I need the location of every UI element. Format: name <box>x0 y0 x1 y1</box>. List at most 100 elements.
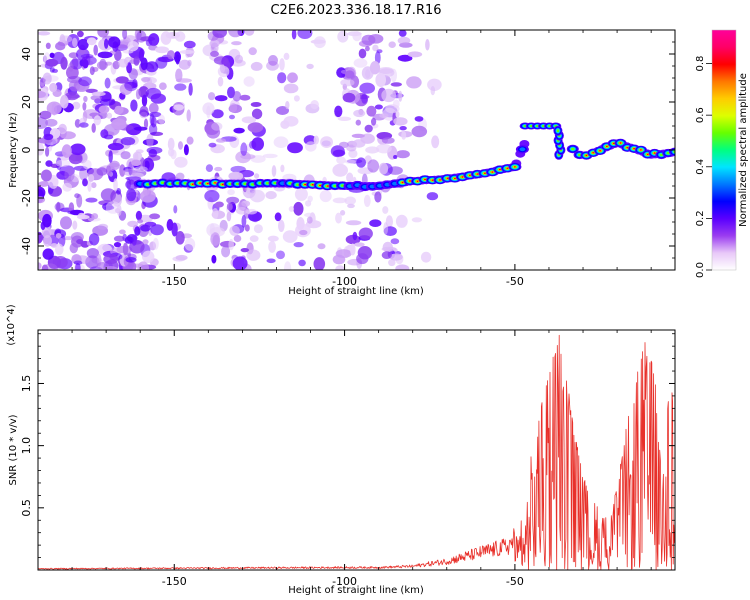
noise-blob <box>148 123 158 136</box>
noise-blob <box>420 251 432 263</box>
noise-blob <box>127 41 139 52</box>
bottom-y-multiplier: (x10^4) <box>6 304 17 345</box>
noise-blob <box>395 264 410 270</box>
noise-blob <box>72 37 78 48</box>
noise-blob <box>427 78 442 92</box>
noise-blob <box>91 123 96 133</box>
noise-blob <box>67 210 82 215</box>
ridge-blob <box>401 181 404 184</box>
noise-blob <box>171 222 178 237</box>
noise-blob <box>59 35 73 43</box>
noise-blob <box>179 50 195 54</box>
noise-blob <box>100 129 109 139</box>
colorbar-ticks: 0.0 0.2 0.4 0.6 0.8 <box>695 56 712 278</box>
noise-blob <box>401 131 407 140</box>
noise-blob <box>378 162 389 175</box>
noise-blob <box>288 206 295 212</box>
noise-blob <box>82 178 88 187</box>
noise-blob <box>243 76 255 87</box>
noise-blob <box>86 37 97 46</box>
noise-blob <box>120 151 131 160</box>
noise-blob <box>228 238 234 251</box>
colorbar-tick-label: 0.8 <box>695 56 706 72</box>
noise-blob <box>122 30 128 40</box>
noise-blob <box>235 207 249 215</box>
noise-blob <box>55 42 66 51</box>
noise-blob <box>390 238 400 245</box>
noise-blob <box>268 240 276 253</box>
ridge-blob <box>519 147 526 152</box>
ridge-blob <box>513 166 516 168</box>
spectrogram-ridge <box>133 122 675 192</box>
noise-blob <box>220 64 225 74</box>
noise-blob <box>346 172 354 183</box>
noise-blob <box>262 153 278 159</box>
noise-blob <box>188 82 193 96</box>
noise-blob <box>342 92 356 103</box>
noise-blob <box>249 235 259 243</box>
noise-blob <box>134 226 141 236</box>
noise-blob <box>367 159 380 173</box>
noise-blob <box>227 189 235 196</box>
noise-blob <box>344 70 355 79</box>
noise-blob <box>374 51 381 65</box>
noise-blob <box>145 61 159 73</box>
spectrogram-panel: -150 -100 -50 -40 -20 0 20 40 Height of straig… <box>8 29 676 297</box>
noise-blob <box>124 236 134 244</box>
noise-blob <box>338 141 349 149</box>
noise-blob <box>115 188 122 195</box>
noise-blob <box>41 264 49 270</box>
noise-blob <box>287 72 298 83</box>
noise-blob <box>214 166 223 172</box>
noise-blob <box>226 196 240 205</box>
noise-blob <box>175 231 185 245</box>
noise-blob <box>122 242 129 256</box>
noise-blob <box>298 259 306 267</box>
noise-blob <box>45 58 59 67</box>
ridge-blob <box>639 149 642 151</box>
noise-blob <box>251 108 263 120</box>
noise-blob <box>351 133 365 138</box>
noise-blob <box>98 105 110 114</box>
noise-blob <box>353 109 366 118</box>
ridge-blob <box>340 184 345 187</box>
noise-blob <box>91 213 99 220</box>
noise-blob <box>287 142 303 154</box>
noise-blob <box>175 54 180 65</box>
noise-blob <box>184 237 196 251</box>
noise-blob <box>214 95 228 102</box>
ridge-blob <box>626 147 629 149</box>
noise-blob <box>72 220 78 230</box>
noise-blob <box>344 159 356 164</box>
noise-blob <box>335 212 342 224</box>
noise-blob <box>371 117 377 126</box>
noise-blob <box>388 41 396 48</box>
noise-blob <box>186 109 191 122</box>
noise-blob <box>319 190 332 203</box>
noise-blob <box>158 114 166 125</box>
noise-blob <box>68 52 79 59</box>
noise-blob <box>40 169 52 182</box>
noise-blob <box>411 217 423 223</box>
noise-blob <box>134 166 148 173</box>
ridge-blob <box>258 181 262 185</box>
noise-blob <box>130 99 138 112</box>
noise-blob <box>166 50 175 60</box>
noise-blob <box>49 52 55 58</box>
y-tick-label: 20 <box>20 95 33 109</box>
noise-blob <box>210 232 221 246</box>
noise-blob <box>38 31 51 36</box>
noise-blob <box>388 259 396 267</box>
noise-blob <box>211 122 223 131</box>
noise-blob <box>146 146 163 154</box>
noise-blob <box>353 58 368 68</box>
ridge-blob <box>439 179 441 181</box>
noise-blob <box>291 30 297 40</box>
noise-blob <box>411 125 428 138</box>
ridge-blob <box>453 177 456 180</box>
noise-blob <box>231 41 242 46</box>
noise-blob <box>107 142 124 151</box>
noise-blob <box>137 261 149 270</box>
y-tick-label: -40 <box>20 237 33 255</box>
